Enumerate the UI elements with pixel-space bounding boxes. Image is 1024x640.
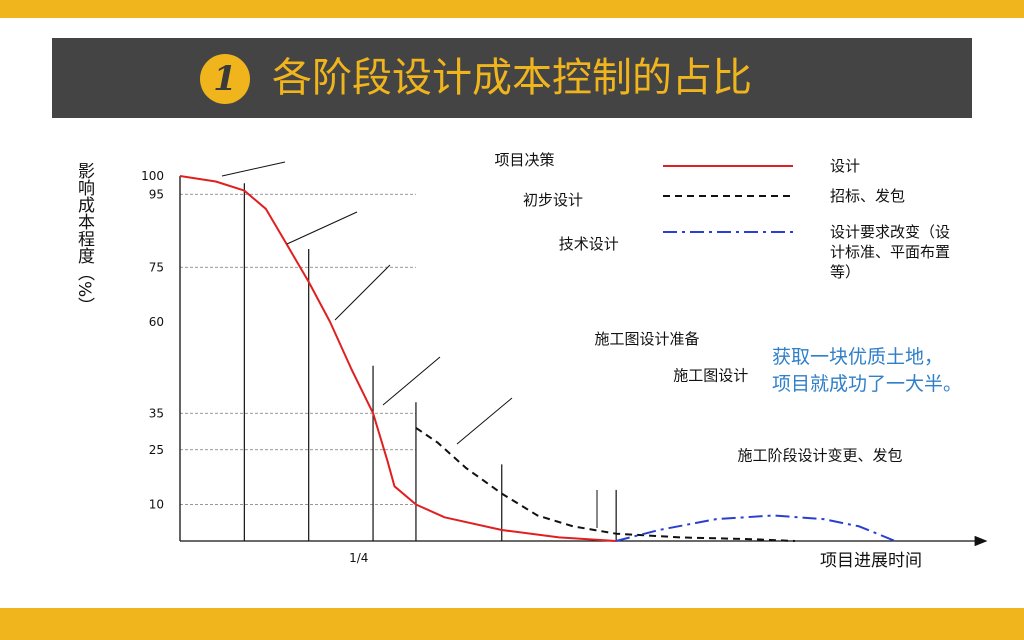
page-title: 各阶段设计成本控制的占比	[272, 55, 752, 101]
legend-label-1: 设计	[830, 157, 860, 175]
y-tick-label-75: 75	[149, 260, 164, 274]
annotation-leader-4	[382, 356, 441, 406]
y-tick-label-60: 60	[149, 315, 164, 329]
legend-label-3-line-1: 设计要求改变（设	[830, 223, 950, 241]
annotation-label-2: 初步设计	[523, 191, 583, 209]
annotation-label-5: 施工图设计	[673, 366, 748, 384]
x-axis-label: 项目进展时间	[820, 551, 922, 571]
y-tick-label-10: 10	[149, 498, 164, 512]
annotation-leader-2	[286, 211, 358, 245]
y-tick-label-95: 95	[149, 187, 164, 201]
annotation-label-6: 施工阶段设计变更、发包	[738, 447, 903, 465]
series-line-2	[415, 427, 795, 542]
annotation-leader-1	[221, 161, 286, 177]
annotation-label-1: 项目决策	[494, 151, 554, 169]
title-number-badge: 1	[200, 54, 250, 104]
y-axis-label: 影响成本程度（%）	[74, 162, 95, 314]
y-tick-label-100: 100	[141, 169, 164, 183]
legend-label-3-line-2: 计标准、平面布置	[830, 243, 950, 261]
y-tick-label-35: 35	[149, 406, 164, 420]
bottom-accent-bar	[0, 608, 1024, 640]
callout-note-line-2: 项目就成功了一大半。	[772, 373, 963, 395]
top-accent-bar	[0, 0, 1024, 18]
series-line-3	[615, 514, 896, 542]
legend-label-2: 招标、发包	[830, 187, 905, 205]
x-tick-label-1: 1/4	[349, 551, 368, 565]
annotation-label-4: 施工图设计准备	[595, 330, 700, 348]
annotation-leader-5	[456, 397, 513, 445]
series-line-1	[179, 175, 617, 542]
annotation-label-3: 技术设计	[559, 235, 619, 253]
annotation-leader-3	[334, 264, 391, 321]
legend-label-3-line-3: 等）	[830, 263, 860, 281]
callout-note-line-1: 获取一块优质土地，	[772, 346, 944, 368]
callout-note: 获取一块优质土地， 项目就成功了一大半。	[772, 344, 1012, 398]
y-tick-label-25: 25	[149, 443, 164, 457]
